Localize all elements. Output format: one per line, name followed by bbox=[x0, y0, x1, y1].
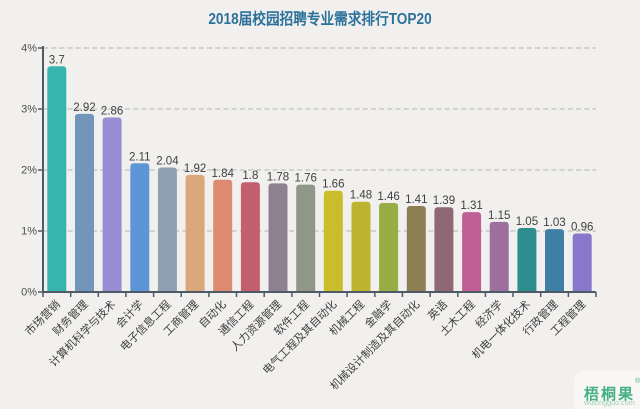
svg-text:英语: 英语 bbox=[425, 297, 450, 322]
svg-text:1.66: 1.66 bbox=[322, 179, 344, 191]
svg-text:4%: 4% bbox=[21, 43, 37, 55]
svg-text:1.41: 1.41 bbox=[405, 194, 427, 206]
svg-text:2.11: 2.11 bbox=[129, 151, 151, 163]
svg-text:3.7: 3.7 bbox=[49, 54, 65, 66]
svg-text:0.96: 0.96 bbox=[571, 221, 593, 233]
svg-text:1.84: 1.84 bbox=[212, 168, 235, 180]
svg-text:2%: 2% bbox=[21, 165, 37, 177]
svg-text:1.15: 1.15 bbox=[488, 210, 510, 222]
svg-text:1.05: 1.05 bbox=[516, 216, 538, 228]
svg-text:2.86: 2.86 bbox=[101, 106, 123, 118]
svg-text:1.39: 1.39 bbox=[433, 195, 455, 207]
svg-text:1.03: 1.03 bbox=[543, 217, 565, 229]
svg-text:3%: 3% bbox=[21, 104, 37, 116]
svg-text:1.76: 1.76 bbox=[295, 173, 317, 185]
svg-text:2.92: 2.92 bbox=[73, 102, 95, 114]
svg-text:1.8: 1.8 bbox=[242, 170, 258, 182]
svg-text:1.31: 1.31 bbox=[460, 200, 482, 212]
svg-text:1.48: 1.48 bbox=[350, 190, 372, 202]
svg-text:1.78: 1.78 bbox=[267, 171, 289, 183]
svg-text:1.92: 1.92 bbox=[184, 163, 206, 175]
svg-text:2.04: 2.04 bbox=[156, 156, 179, 168]
svg-text:0%: 0% bbox=[21, 287, 37, 299]
svg-text:1%: 1% bbox=[21, 226, 37, 238]
svg-text:1.46: 1.46 bbox=[377, 191, 399, 203]
